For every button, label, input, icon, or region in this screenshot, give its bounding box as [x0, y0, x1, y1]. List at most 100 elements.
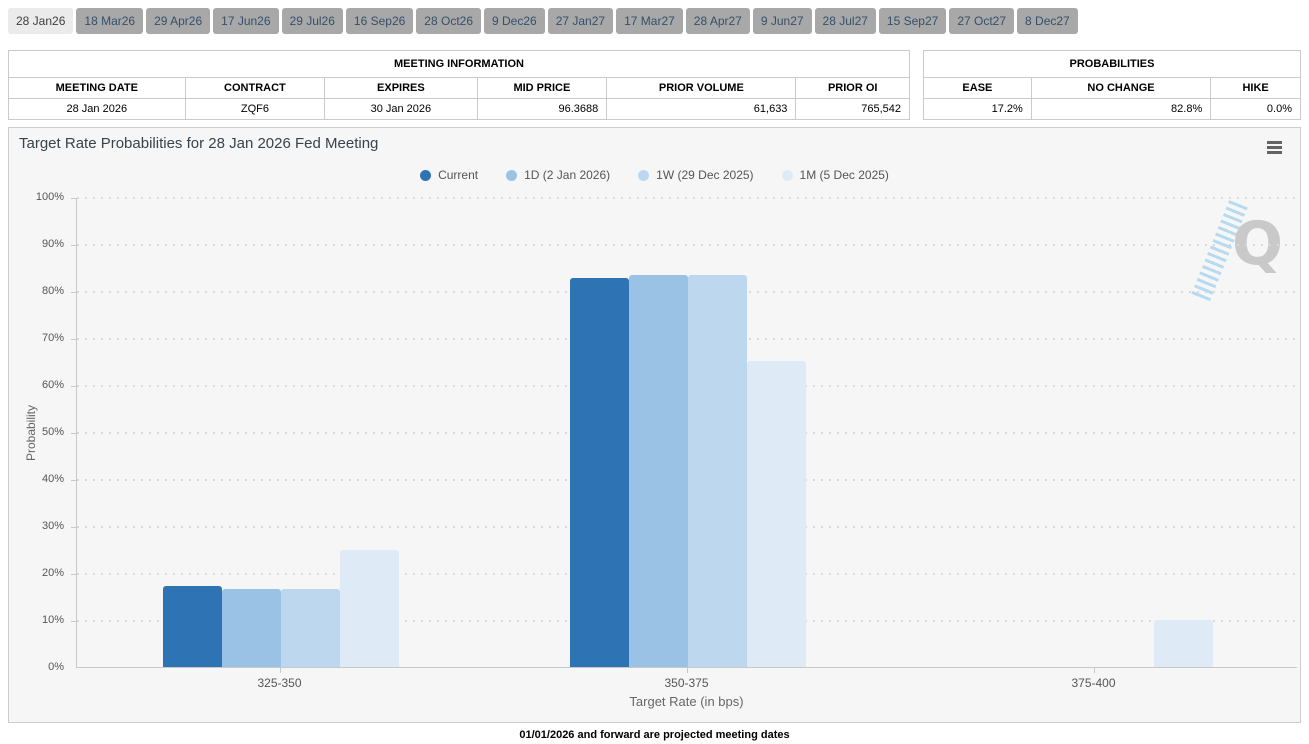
- probabilities-value-no-change: 82.8%: [1030, 98, 1212, 120]
- tab-28-apr27[interactable]: 28 Apr27: [685, 8, 750, 34]
- footnote: 01/01/2026 and forward are projected mee…: [519, 729, 790, 741]
- meeting-information-col-contract: CONTRACT: [184, 77, 326, 99]
- meeting-information-header-row: MEETING DATE CONTRACT EXPIRES MID PRICE PRIO…: [8, 77, 910, 99]
- meeting-information-value-expires: 30 Jan 2026: [324, 98, 478, 120]
- meeting-information-value-prior-volume: 61,633: [606, 98, 797, 120]
- tab-27-oct27[interactable]: 27 Oct27: [949, 8, 1015, 34]
- x-tick-label-350-375: 350-375: [664, 676, 709, 690]
- legend-marker-icon: [420, 169, 432, 181]
- y-tick-label-100: 100%: [35, 191, 64, 203]
- bar-1d-2-jan-2026-350-375: [628, 274, 688, 667]
- legend-label: 1M (5 Dec 2025): [799, 168, 889, 182]
- probabilities-value-hike: 0.0%: [1210, 98, 1301, 120]
- y-axis-tick: [71, 386, 76, 387]
- probabilities-col-ease: EASE: [923, 77, 1032, 99]
- bar-1d-2-jan-2026-325-350: [221, 589, 281, 667]
- tab-17-jun26[interactable]: 17 Jun26: [213, 8, 279, 34]
- meeting-information-title: MEETING INFORMATION: [8, 50, 910, 78]
- hamburger-menu-icon[interactable]: [1267, 139, 1282, 156]
- legend-marker-icon: [506, 169, 518, 181]
- probabilities-col-no-change: NO CHANGE: [1030, 77, 1212, 99]
- legend-marker-icon: [638, 169, 650, 181]
- legend-label: 1D (2 Jan 2026): [524, 168, 611, 182]
- meeting-information-value-meeting-date: 28 Jan 2026: [8, 98, 186, 120]
- legend-item-1m-5-dec-2025[interactable]: 1M (5 Dec 2025): [781, 168, 889, 182]
- tab-28-oct26[interactable]: 28 Oct26: [416, 8, 481, 34]
- x-tick-label-325-350: 325-350: [257, 676, 302, 690]
- legend-item-1w-29-dec-2025[interactable]: 1W (29 Dec 2025): [638, 168, 754, 182]
- meeting-information-data-row: 28 Jan 2026 ZQF6 30 Jan 2026 96.3688 61,633 7…: [8, 98, 910, 120]
- tab-9-jun27[interactable]: 9 Jun27: [752, 8, 812, 34]
- x-axis-tick: [686, 668, 688, 673]
- y-tick-label-10: 10%: [41, 614, 64, 626]
- chart-legend: Current 1D (2 Jan 2026) 1W (29 Dec 2025) 1M…: [9, 168, 1300, 182]
- legend-item-1d-2-jan-2026[interactable]: 1D (2 Jan 2026): [506, 168, 610, 182]
- probabilities-header-row: EASE NO CHANGE HIKE: [923, 77, 1301, 99]
- y-tick-label-80: 80%: [41, 285, 64, 297]
- tab-16-sep26[interactable]: 16 Sep26: [345, 8, 414, 34]
- y-tick-label-60: 60%: [41, 379, 64, 391]
- bar-1w-29-dec-2025-350-375: [687, 274, 747, 667]
- tab-28-jul27[interactable]: 28 Jul27: [814, 8, 876, 34]
- bar-1m-5-dec-2025-350-375: [746, 360, 806, 667]
- bar-current-350-375: [569, 277, 629, 667]
- y-axis-tick: [71, 245, 76, 246]
- probabilities-title: PROBABILITIES: [923, 50, 1301, 78]
- probabilities-data-row: 17.2% 82.8% 0.0%: [923, 98, 1301, 120]
- probabilities-col-hike: HIKE: [1210, 77, 1301, 99]
- meeting-information-col-prior-volume: PRIOR VOLUME: [606, 77, 797, 99]
- x-axis-labels: 325-350 350-375 375-400: [76, 668, 1297, 690]
- meeting-information-col-expires: EXPIRES: [324, 77, 478, 99]
- y-tick-label-90: 90%: [41, 238, 64, 250]
- meeting-information-value-mid-price: 96.3688: [476, 98, 608, 120]
- meeting-information-col-mid-price: MID PRICE: [476, 77, 608, 99]
- y-axis-tick: [71, 292, 76, 293]
- bar-1m-5-dec-2025-325-350: [339, 549, 399, 667]
- probabilities-value-ease: 17.2%: [923, 98, 1032, 120]
- chart-panel: Target Rate Probabilities for 28 Jan 202…: [8, 127, 1301, 723]
- y-tick-label-40: 40%: [41, 473, 64, 485]
- x-axis-title: Target Rate (in bps): [629, 694, 744, 709]
- gridline: [77, 197, 1297, 199]
- tab-17-mar27[interactable]: 17 Mar27: [616, 8, 683, 34]
- tab-8-dec27[interactable]: 8 Dec27: [1017, 8, 1078, 34]
- y-axis-tick: [71, 198, 76, 199]
- x-axis-tick: [1093, 668, 1095, 673]
- chart-title: Target Rate Probabilities for 28 Jan 202…: [19, 135, 379, 152]
- tab-18-mar26[interactable]: 18 Mar26: [76, 8, 144, 34]
- y-tick-label-50: 50%: [41, 426, 64, 438]
- y-axis-tick: [71, 433, 76, 434]
- meeting-date-tabs: 28 Jan26 18 Mar26 29 Apr26 17 Jun26 29 Jul26…: [8, 8, 1309, 35]
- y-axis-labels: 0% 10% 20% 30% 40% 50% 60% 70% 80% 90% 100%: [9, 191, 70, 673]
- y-axis-tick: [71, 480, 76, 481]
- y-tick-label-30: 30%: [41, 520, 64, 532]
- legend-marker-icon: [781, 169, 793, 181]
- y-axis-tick: [71, 339, 76, 340]
- probabilities-table: PROBABILITIES EASE NO CHANGE HIKE 17.2% 82.…: [923, 50, 1301, 120]
- y-axis-tick: [71, 621, 76, 622]
- fedwatch-page: 28 Jan26 18 Mar26 29 Apr26 17 Jun26 29 Jul26…: [0, 8, 1309, 744]
- y-axis-tick: [71, 574, 76, 575]
- tab-15-sep27[interactable]: 15 Sep27: [878, 8, 947, 34]
- x-tick-label-375-400: 375-400: [1071, 676, 1116, 690]
- legend-label: 1W (29 Dec 2025): [656, 168, 754, 182]
- quikstrike-watermark: Q: [1190, 198, 1285, 306]
- tab-27-jan27[interactable]: 27 Jan27: [547, 8, 614, 34]
- x-axis-tick: [279, 668, 281, 673]
- bar-1w-29-dec-2025-325-350: [280, 589, 340, 667]
- meeting-information-col-meeting-date: MEETING DATE: [8, 77, 186, 99]
- meeting-information-col-prior-oi: PRIOR OI: [795, 77, 910, 99]
- tab-29-jul26[interactable]: 29 Jul26: [281, 8, 343, 34]
- y-axis-tick: [71, 527, 76, 528]
- bar-current-325-350: [162, 586, 222, 667]
- tab-9-dec26[interactable]: 9 Dec26: [484, 8, 545, 34]
- y-tick-label-70: 70%: [41, 332, 64, 344]
- y-tick-label-20: 20%: [41, 567, 64, 579]
- bar-1m-5-dec-2025-375-400: [1153, 620, 1213, 667]
- legend-label: Current: [438, 168, 479, 182]
- legend-item-current[interactable]: Current: [420, 168, 478, 182]
- y-tick-label-0: 0%: [48, 661, 64, 673]
- meeting-information-value-prior-oi: 765,542: [795, 98, 910, 120]
- tab-28-jan26[interactable]: 28 Jan26: [8, 8, 74, 34]
- tab-29-apr26[interactable]: 29 Apr26: [146, 8, 211, 34]
